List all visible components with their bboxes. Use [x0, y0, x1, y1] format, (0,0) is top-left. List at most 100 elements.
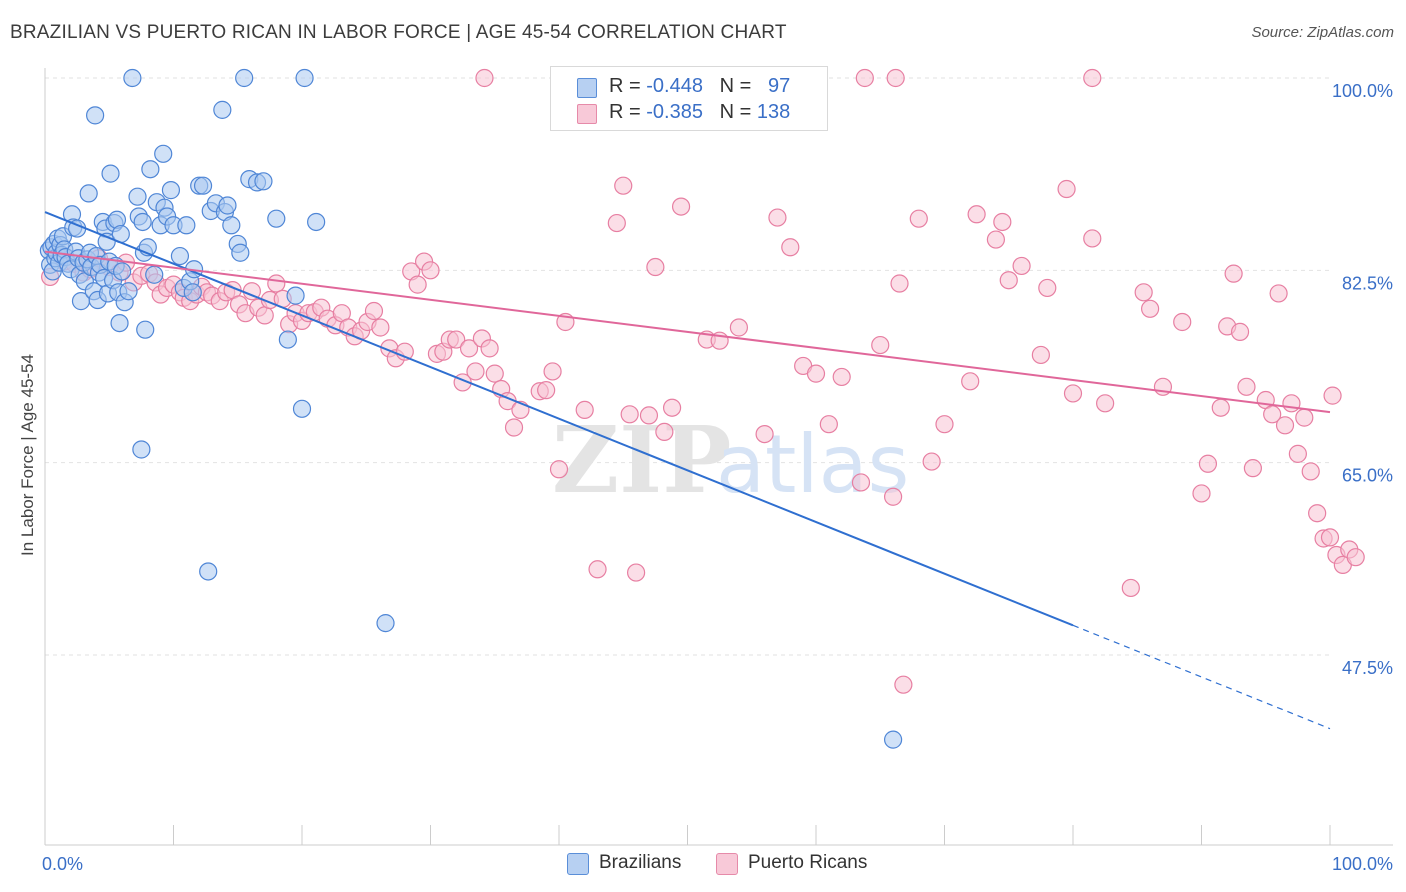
series-puerto-ricans: [41, 68, 1365, 694]
puerto-rican-point: [620, 405, 639, 424]
puerto-rican-point: [909, 209, 928, 228]
puerto-rican-point: [993, 212, 1012, 232]
puerto-rican-point: [485, 364, 504, 383]
puerto-rican-point: [781, 238, 800, 257]
puerto-rican-point: [1012, 256, 1031, 276]
puerto-rican-point: [607, 213, 626, 233]
puerto-rican-point: [504, 418, 524, 437]
legend-r-label: R =: [609, 101, 647, 123]
puerto-rican-point: [575, 400, 594, 420]
gridlines: [45, 77, 1330, 656]
puerto-rican-point: [871, 335, 890, 355]
puerto-rican-point: [662, 398, 682, 417]
watermark: ZIP atlas: [552, 406, 909, 514]
puerto-rican-point: [1173, 312, 1192, 332]
bottom-legend-label: Puerto Ricans: [748, 852, 868, 873]
brazilian-point: [177, 216, 196, 235]
legend-r-value: -0.385: [646, 101, 703, 123]
x-tick-label-end: 100.0%: [1332, 854, 1393, 874]
trend-line-brazilians: [44, 211, 1074, 627]
puerto-rican-point: [883, 487, 903, 506]
puerto-rican-point: [1134, 283, 1153, 302]
puerto-rican-point: [1057, 179, 1076, 199]
brazilian-point: [133, 212, 152, 232]
puerto-rican-point: [1038, 278, 1057, 298]
trend-line-brazilians-extension: [1072, 624, 1331, 730]
puerto-rican-point: [1096, 394, 1115, 413]
y-tick-label: 65.0%: [1342, 466, 1393, 486]
puerto-rican-point: [999, 271, 1018, 290]
puerto-rican-point: [466, 362, 485, 381]
brazilian-point: [161, 181, 181, 200]
brazilian-point: [123, 68, 142, 88]
y-tick-label: 100.0%: [1332, 81, 1393, 101]
brazilian-point: [267, 209, 286, 228]
puerto-rican-point: [729, 318, 749, 337]
puerto-rican-point: [986, 230, 1006, 249]
legend-swatch-pink: [577, 104, 597, 124]
brazilian-point: [145, 265, 164, 284]
puerto-rican-point: [768, 208, 787, 227]
puerto-rican-point: [1198, 454, 1218, 473]
puerto-rican-point: [588, 560, 607, 579]
puerto-rican-point: [549, 460, 569, 479]
puerto-rican-point: [1230, 322, 1250, 341]
puerto-rican-point: [1308, 504, 1327, 523]
brazilian-point: [119, 282, 138, 301]
puerto-rican-point: [1320, 528, 1340, 547]
puerto-rican-point: [1121, 578, 1140, 598]
brazilian-point: [154, 144, 173, 163]
puerto-rican-point: [421, 261, 440, 280]
brazilian-point: [213, 100, 232, 119]
legend-n-label: N =: [719, 75, 757, 97]
trend-lines: [44, 211, 1331, 730]
puerto-rican-point: [655, 422, 674, 441]
puerto-rican-point: [671, 197, 691, 216]
puerto-rican-point: [1192, 484, 1211, 503]
brazilian-point: [222, 216, 241, 235]
x-tick-labels: 0.0% 100.0%: [42, 854, 1393, 874]
brazilian-point: [128, 187, 147, 206]
brazilian-point: [254, 172, 273, 191]
legend-n-value: 97: [768, 75, 791, 97]
brazilian-point: [79, 184, 98, 203]
bottom-swatch-pink: [716, 853, 738, 875]
puerto-rican-point: [890, 274, 909, 293]
puerto-rican-point: [1282, 394, 1301, 413]
puerto-rican-point: [1301, 462, 1320, 481]
puerto-rican-point: [922, 452, 941, 471]
chart-title: BRAZILIAN VS PUERTO RICAN IN LABOR FORCE…: [10, 22, 787, 43]
trend-line-puerto-ricans: [44, 250, 1331, 414]
puerto-rican-point: [639, 406, 659, 425]
y-tick-label: 82.5%: [1342, 273, 1393, 293]
puerto-rican-point: [364, 301, 384, 321]
x-tick-label-start: 0.0%: [42, 854, 83, 874]
series-brazilians: [39, 68, 903, 749]
brazilian-point: [132, 440, 151, 459]
puerto-rican-point: [1295, 408, 1314, 427]
watermark-zip: ZIP: [552, 406, 731, 514]
brazilian-point: [199, 562, 218, 581]
puerto-rican-point: [408, 275, 427, 294]
brazilian-point: [101, 164, 120, 183]
brazilian-point: [235, 68, 254, 88]
puerto-rican-point: [851, 473, 871, 492]
puerto-rican-point: [626, 563, 646, 582]
brazilian-point: [110, 313, 129, 333]
brazilian-point: [286, 286, 305, 305]
brazilian-point: [231, 243, 250, 262]
brazilian-point: [295, 68, 314, 88]
brazilian-point: [883, 730, 903, 749]
puerto-rican-point: [935, 415, 954, 434]
brazilian-point: [183, 283, 202, 302]
puerto-rican-point: [614, 176, 633, 195]
correlation-legend: R = -0.448 N = 97 R = -0.385 N = 138: [550, 66, 828, 131]
puerto-rican-point: [1269, 284, 1288, 303]
legend-n-value: 138: [756, 101, 791, 123]
watermark-atlas: atlas: [716, 418, 909, 511]
puerto-rican-point: [1243, 459, 1263, 478]
puerto-rican-point: [886, 68, 905, 88]
puerto-rican-point: [894, 675, 913, 694]
brazilian-point: [218, 196, 237, 215]
puerto-rican-point: [537, 381, 556, 400]
